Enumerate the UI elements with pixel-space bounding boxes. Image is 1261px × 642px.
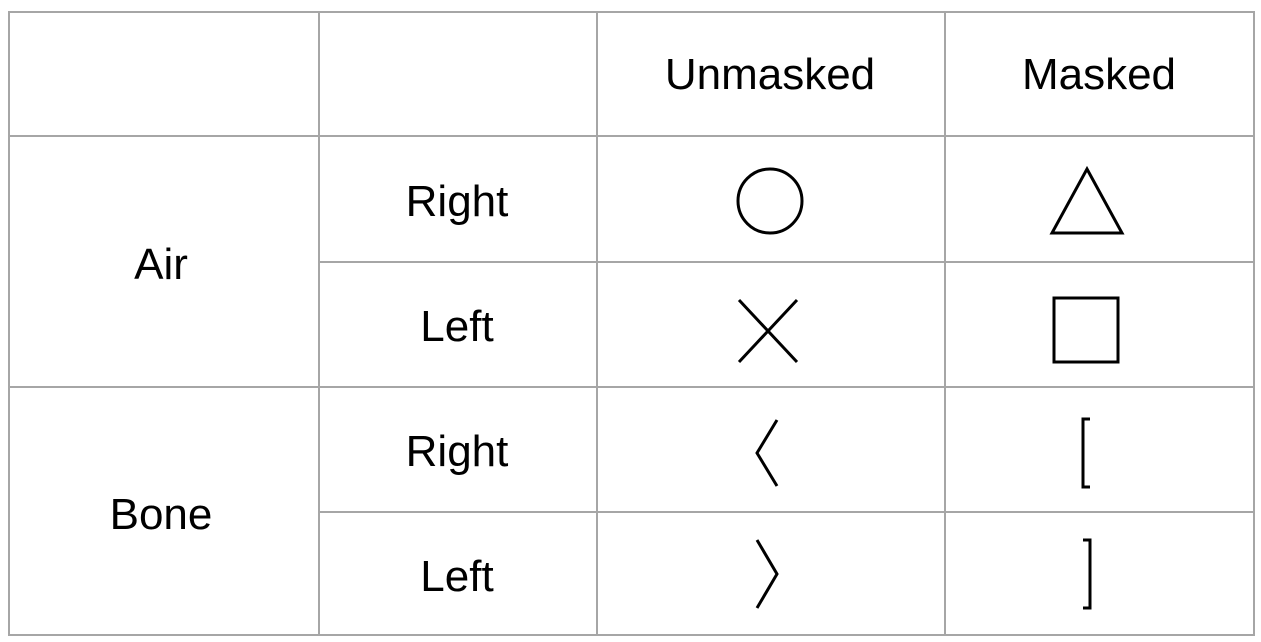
cross-icon: [736, 297, 800, 365]
side-label-air-right: Right: [405, 177, 509, 226]
right-square-bracket-icon: [1078, 537, 1098, 611]
header-masked: Masked: [1021, 50, 1177, 99]
left-angle-bracket-icon: [752, 417, 782, 489]
table-border-col3: [944, 11, 946, 636]
side-label-air-left: Left: [420, 302, 494, 351]
table-border-left: [8, 11, 10, 636]
side-label-bone-left: Left: [420, 552, 494, 601]
table-border-bone-mid: [318, 511, 1255, 513]
table-border-air-mid: [318, 261, 1255, 263]
table-border-header: [8, 135, 1255, 137]
header-unmasked: Unmasked: [664, 50, 876, 99]
group-label-air: Air: [134, 240, 188, 289]
right-angle-bracket-icon: [752, 537, 782, 611]
circle-icon: [735, 166, 805, 236]
table-border-bottom: [8, 634, 1255, 636]
table-border-col1: [318, 11, 320, 636]
table-border-col2: [596, 11, 598, 636]
table-border-top: [8, 11, 1255, 13]
side-label-bone-right: Right: [405, 427, 509, 476]
group-label-bone: Bone: [109, 490, 213, 539]
table-border-air-bone: [8, 386, 1255, 388]
triangle-icon: [1049, 165, 1125, 236]
left-square-bracket-icon: [1078, 416, 1098, 490]
table-border-right: [1253, 11, 1255, 636]
square-icon: [1052, 296, 1122, 366]
